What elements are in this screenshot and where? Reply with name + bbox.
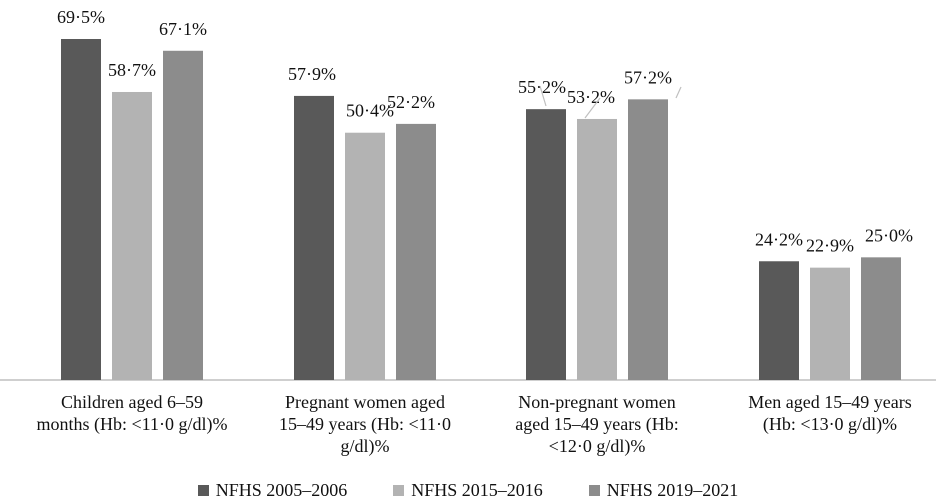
label-leader-line-2 [675,86,682,99]
label-leader-line-1 [584,97,601,119]
bar-s0-c0 [61,39,101,380]
legend-swatch-2019 [588,484,600,496]
data-label-s1-c2: 53·2% [567,87,615,107]
category-label-2-line-2: <12·0 g/dl)% [549,436,646,457]
data-label-s1-c0: 58·7% [108,60,156,80]
category-label-2: Non-pregnant women aged 15–49 years (Hb: <… [515,392,678,457]
data-label-s1-c3: 22·9% [806,236,854,256]
legend: NFHS 2005–2006 NFHS 2015–2016 NFHS 2019–… [0,478,936,502]
bar-s2-c0 [163,50,203,380]
data-label-s1-c1: 50·4% [346,101,394,121]
category-label-1-line-1: 15–49 years (Hb: <11·0 [279,414,451,435]
legend-label-2019: NFHS 2019–2021 [606,479,739,500]
data-label-s0-c2: 55·2% [518,77,566,97]
legend-swatch-2005 [197,484,209,496]
data-label-s2-c0: 67·1% [159,19,207,39]
category-label-1: Pregnant women aged 15–49 years (Hb: <11·… [279,392,451,457]
data-label-s0-c0: 69·5% [57,7,105,27]
data-label-s2-c2: 57·2% [624,67,672,87]
category-label-0: Children aged 6–59 months (Hb: <11·0 g/dl… [37,392,228,435]
category-label-2-line-0: Non-pregnant women [518,392,675,412]
bar-s1-c1 [345,132,385,380]
data-label-s2-c3: 25·0% [865,225,913,245]
category-label-3-line-0: Men aged 15–49 years [748,392,911,412]
category-label-3: Men aged 15–49 years (Hb: <13·0 g/dl)% [748,392,911,435]
legend-item-2015: NFHS 2015–2016 [393,478,543,502]
legend-swatch-2015 [393,484,405,496]
bar-s0-c2 [526,109,566,380]
bar-s1-c0 [112,91,152,380]
legend-label-2015: NFHS 2015–2016 [411,479,543,500]
category-label-2-line-1: aged 15–49 years (Hb: [515,414,678,435]
bar-s0-c3 [759,261,799,380]
category-label-0-line-1: months (Hb: <11·0 g/dl)% [37,414,228,435]
category-label-3-line-1: (Hb: <13·0 g/dl)% [763,414,897,435]
bar-s2-c2 [628,99,668,380]
legend-item-2019: NFHS 2019–2021 [588,478,739,502]
category-label-0-line-0: Children aged 6–59 [61,392,203,412]
legend-label-2005: NFHS 2005–2006 [215,479,348,500]
bar-s1-c2 [577,118,617,381]
bar-s2-c3 [861,257,901,380]
data-label-s2-c1: 52·2% [387,92,435,112]
bar-s2-c1 [396,123,436,380]
label-leader-line-0 [539,85,547,107]
bar-s0-c1 [294,95,334,381]
data-label-s0-c3: 24·2% [755,229,803,249]
legend-item-2005: NFHS 2005–2006 [197,478,348,502]
bar-s1-c3 [810,267,850,380]
category-label-1-line-2: g/dl)% [341,436,390,457]
data-label-s0-c1: 57·9% [288,64,336,84]
category-label-1-line-0: Pregnant women aged [285,392,445,412]
